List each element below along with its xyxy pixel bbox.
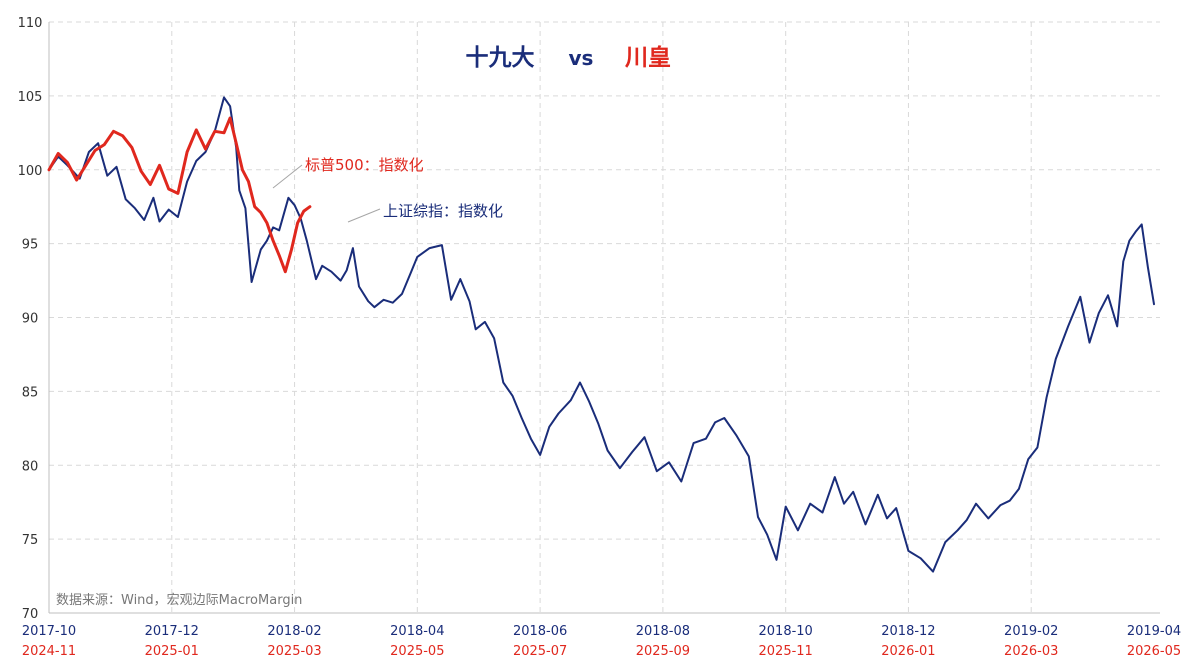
- y-tick-label: 105: [18, 90, 43, 105]
- grid: [49, 21, 1160, 613]
- sp500-annotation: 标普500：指数化: [305, 156, 424, 174]
- y-tick-label: 100: [18, 164, 43, 179]
- x-tick-label-top: 2017-10: [22, 624, 76, 639]
- axes: 70 75 80 85 90 95 100 105 110 2017-10 2024-11 2017-…: [18, 16, 1182, 659]
- x-tick-label-bottom: 2024-11: [22, 644, 76, 659]
- x-tick-label-top: 2018-02: [267, 624, 321, 639]
- x-tick-label-bottom: 2025-03: [267, 644, 321, 659]
- y-tick-label: 85: [22, 385, 39, 400]
- x-tick-label-top: 2018-08: [636, 624, 690, 639]
- sp500-leader-line: [272, 164, 303, 189]
- y-tick-label: 110: [18, 16, 43, 31]
- x-tick-label-bottom: 2026-01: [881, 644, 935, 659]
- x-tick-label-bottom: 2026-03: [1004, 644, 1058, 659]
- x-tick-label-bottom: 2026-05: [1127, 644, 1181, 659]
- x-tick-label-top: 2018-04: [390, 624, 444, 639]
- y-tick-label: 95: [22, 238, 39, 253]
- x-tick-label-top: 2018-06: [513, 624, 567, 639]
- series: [47, 96, 1155, 573]
- chart-title-vs: vs: [569, 46, 594, 70]
- x-tick-label-bottom: 2025-05: [390, 644, 444, 659]
- x-tick-label-bottom: 2025-07: [513, 644, 567, 659]
- y-tick-label: 75: [22, 533, 39, 548]
- shanghai-annotation: 上证综指：指数化: [383, 202, 503, 220]
- x-tick-label-bottom: 2025-09: [636, 644, 690, 659]
- x-tick-label-top: 2019-04: [1127, 624, 1181, 639]
- x-tick-label-top: 2018-12: [881, 624, 935, 639]
- x-tick-label-top: 2017-12: [145, 624, 199, 639]
- y-tick-label: 90: [22, 312, 39, 327]
- x-tick-label-top: 2019-02: [1004, 624, 1058, 639]
- sp500-line: [47, 116, 312, 274]
- chart-title-right: 川皇: [625, 44, 671, 71]
- y-tick-label: 70: [22, 607, 39, 622]
- source-note: 数据来源：Wind，宏观边际MacroMargin: [56, 593, 302, 608]
- y-tick-label: 80: [22, 459, 39, 474]
- shanghai-leader-line: [347, 208, 381, 223]
- chart-title-left: 十九大: [466, 45, 535, 71]
- x-tick-label-bottom: 2025-01: [145, 644, 199, 659]
- shanghai-composite-line: [48, 96, 1155, 573]
- x-tick-label-top: 2018-10: [759, 624, 813, 639]
- x-tick-label-bottom: 2025-11: [759, 644, 813, 659]
